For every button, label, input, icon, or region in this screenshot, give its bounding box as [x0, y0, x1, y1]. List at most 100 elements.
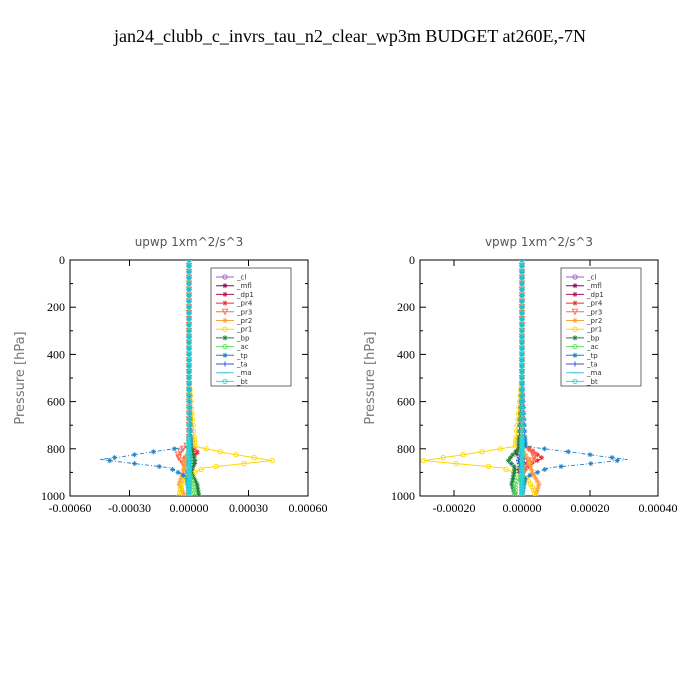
series-point-dp1	[514, 452, 521, 458]
series-point-bt	[519, 275, 525, 281]
series-point-bp	[195, 487, 201, 493]
legend-marker	[572, 291, 578, 297]
legend-entry: _tp	[236, 352, 248, 360]
legend-marker	[572, 300, 578, 306]
legend-entry: _pr3	[586, 308, 602, 316]
x-tick-label: 0.00000	[503, 501, 542, 515]
x-tick-label: 0.00040	[639, 501, 678, 515]
chart-title: vpwp 1xm^2/s^3	[485, 235, 593, 249]
legend-entry: _bt	[586, 378, 598, 386]
series-point-bt	[186, 481, 192, 487]
series-point-bp	[192, 458, 198, 464]
series-point-bp	[513, 449, 519, 455]
series-point-bt	[186, 275, 192, 281]
series-point-tp	[175, 469, 181, 475]
series-point-pr2	[180, 466, 187, 473]
series-point-bt	[186, 440, 192, 446]
y-tick-label: 1000	[391, 489, 415, 503]
series-point-pr2	[534, 478, 540, 484]
legend-entry: _ac	[236, 343, 249, 351]
series-point-bt	[186, 410, 192, 417]
series-point-ac	[512, 487, 518, 493]
series-point-bt	[519, 466, 525, 473]
series-point-pr1	[217, 449, 223, 455]
series-point-bt	[519, 304, 525, 310]
series-point-bp	[195, 490, 202, 496]
y-tick-label: 200	[397, 300, 415, 314]
series-point-tp	[171, 446, 177, 452]
series-point-bt	[186, 292, 192, 299]
series-point-bt	[186, 339, 192, 346]
legend-marker	[572, 352, 578, 358]
series-point-bt	[519, 472, 525, 478]
series-point-pr1	[178, 484, 184, 490]
series-point-bt	[186, 454, 192, 461]
series-point-pr2	[535, 484, 541, 490]
legend-entry: _mfl	[236, 282, 252, 290]
series-point-bt	[186, 422, 192, 428]
series-point-bt	[519, 369, 525, 375]
legend-marker	[571, 308, 579, 316]
series-point-bp	[511, 463, 517, 470]
series-point-bp	[191, 475, 197, 481]
series-point-bt	[186, 357, 192, 363]
legend-entry: _ma	[236, 369, 252, 377]
series-point-ac	[191, 487, 197, 493]
series-point-tp	[522, 475, 528, 481]
series-point-bt	[519, 381, 525, 387]
series-point-bp	[511, 472, 517, 478]
y-axis-label: Pressure [hPa]	[13, 331, 28, 424]
series-point-bp	[508, 460, 514, 467]
y-tick-label: 600	[397, 395, 415, 409]
series-point-bp	[510, 487, 517, 493]
y-tick-label: 1000	[41, 489, 65, 503]
series-line-tp	[99, 260, 192, 496]
series-point-bt	[186, 449, 192, 455]
series-point-bt	[186, 490, 192, 496]
series-point-tp	[609, 455, 615, 461]
series-point-bt	[519, 422, 525, 428]
series-point-tp	[156, 463, 162, 470]
series-point-pr2	[183, 455, 189, 461]
series-point-bt	[186, 446, 192, 452]
series-point-bt	[186, 393, 192, 399]
series-point-bt	[186, 286, 192, 293]
series-point-bt	[186, 316, 192, 322]
legend-marker	[222, 343, 228, 350]
series-point-bt	[519, 292, 525, 299]
series-point-pr2	[527, 460, 533, 467]
series-point-bp	[191, 460, 197, 467]
legend-marker	[222, 378, 228, 385]
series-point-pr2	[179, 487, 185, 493]
series-point-pr2	[528, 466, 534, 473]
series-point-pr1	[497, 446, 504, 452]
series-point-pr2	[524, 455, 530, 461]
series-point-tp	[522, 478, 528, 484]
series-point-bt	[186, 463, 192, 470]
legend-entry: _tp	[586, 352, 598, 360]
series-point-ac	[512, 481, 518, 487]
series-point-bt	[186, 280, 192, 287]
legend-marker	[222, 317, 228, 324]
series-point-bt	[186, 334, 192, 340]
series-point-ac	[192, 493, 198, 496]
series-point-pr2	[534, 487, 540, 493]
legend-entry: _pr1	[236, 326, 252, 334]
y-tick-label: 0	[59, 253, 65, 267]
series-point-bt	[519, 363, 525, 369]
legend-entry: _bp	[236, 334, 250, 342]
series-point-bt	[186, 484, 192, 490]
legend-entry: _ma	[586, 369, 602, 377]
series-point-bt	[519, 398, 525, 405]
series-point-tp	[522, 440, 528, 446]
series-point-bt	[519, 298, 525, 304]
series-point-bt	[186, 363, 192, 369]
legend-entry: _mfl	[586, 282, 602, 290]
legend-marker	[222, 300, 228, 306]
series-point-pr4	[534, 458, 540, 464]
series-point-bp	[190, 463, 196, 470]
series-point-bt	[519, 269, 525, 275]
series-point-tp	[131, 460, 138, 467]
legend-entry: _pr2	[586, 317, 602, 325]
